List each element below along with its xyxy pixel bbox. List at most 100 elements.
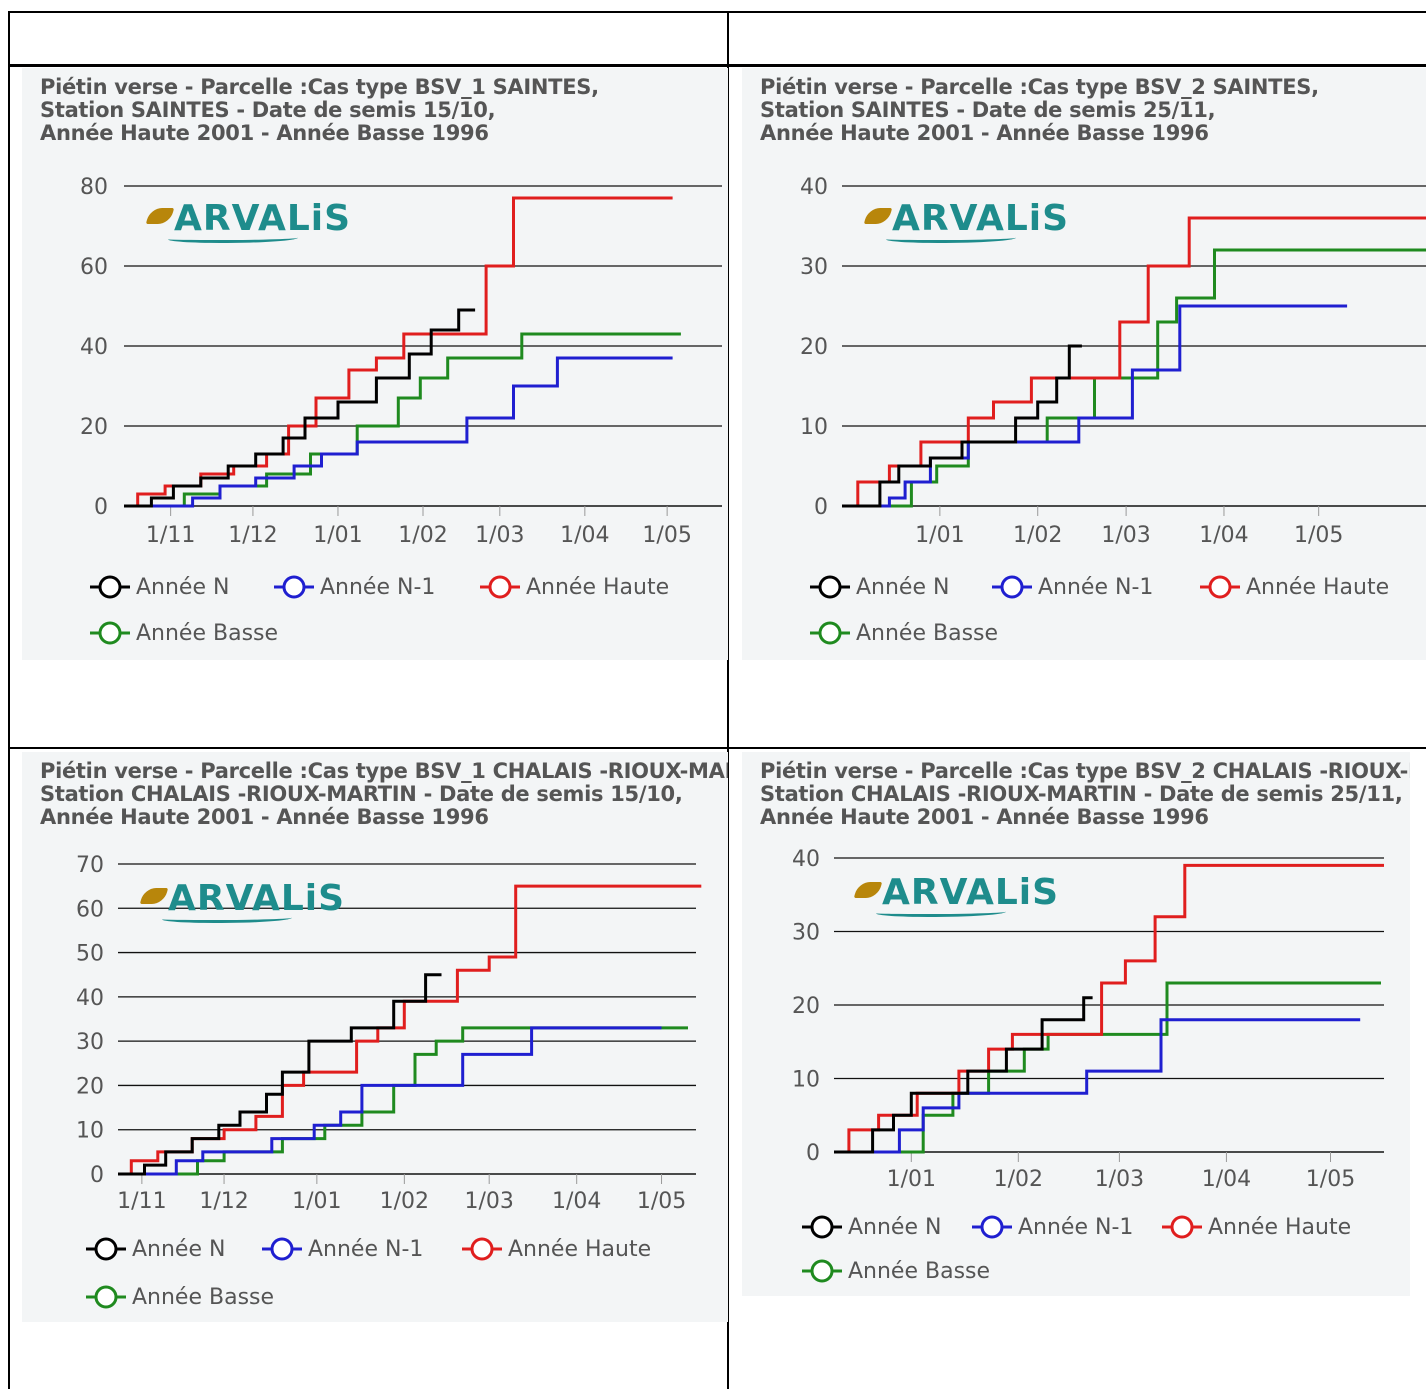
table-border-left bbox=[8, 11, 10, 1389]
series-line-annee-n bbox=[834, 996, 1093, 1154]
legend-marker-icon bbox=[86, 1285, 126, 1309]
x-tick-label: 1/03 bbox=[1101, 523, 1150, 548]
table-border-middle bbox=[727, 11, 729, 1389]
series-line-annee-basse bbox=[124, 332, 681, 508]
legend-marker-icon bbox=[480, 575, 520, 599]
y-tick-label: 20 bbox=[792, 994, 820, 1019]
series-line-annee-basse bbox=[842, 248, 1426, 508]
chart-title: Piétin verse - Parcelle :Cas type BSV_1 … bbox=[40, 760, 728, 829]
series-line-annee-n bbox=[842, 344, 1082, 508]
table-border-top bbox=[8, 11, 1426, 13]
line-chart: 0 10 20 30 40 1/01 1/02 1/03 1/04 1/05 bbox=[800, 175, 1426, 548]
y-tick-label: 40 bbox=[76, 986, 104, 1011]
legend-marker-icon bbox=[1200, 575, 1240, 599]
chart-title: Piétin verse - Parcelle :Cas type BSV_2 … bbox=[760, 760, 1410, 829]
chart-title-line: Piétin verse - Parcelle :Cas type BSV_2 … bbox=[760, 75, 1319, 99]
legend-marker-icon bbox=[972, 1215, 1012, 1239]
legend-label: Année Basse bbox=[848, 1258, 991, 1284]
legend-item[interactable]: Année N-1 bbox=[260, 1234, 423, 1264]
y-tick-label: 10 bbox=[76, 1119, 104, 1144]
x-tick-label: 1/04 bbox=[1202, 1167, 1251, 1192]
legend-marker-icon bbox=[262, 1237, 302, 1261]
legend-item[interactable]: Année Basse bbox=[84, 1282, 274, 1312]
legend-marker-icon bbox=[992, 575, 1032, 599]
arvalis-logo: ARVALiS bbox=[863, 198, 1069, 243]
y-tick-label: 0 bbox=[90, 1163, 104, 1188]
chart-panel-3: Piétin verse - Parcelle :Cas type BSV_1 … bbox=[22, 752, 728, 1322]
chart-title-line: Année Haute 2001 - Année Basse 1996 bbox=[40, 805, 489, 829]
x-tick-label: 1/03 bbox=[1095, 1167, 1144, 1192]
logo-swoosh bbox=[168, 234, 298, 243]
line-chart: 0 10 20 30 40 1/01 1/02 1/03 1/04 1/05 bbox=[792, 847, 1384, 1192]
y-tick-label: 40 bbox=[80, 335, 108, 360]
x-tick-label: 1/03 bbox=[475, 523, 524, 548]
x-tick-label: 1/05 bbox=[637, 1189, 686, 1214]
y-tick-label: 10 bbox=[792, 1068, 820, 1093]
legend-label: Année Basse bbox=[856, 620, 999, 646]
line-chart: 0 10 20 30 40 50 60 70 1/11 1/12 1/01 1/02 1/03 1/04 1… bbox=[76, 853, 702, 1214]
logo-swoosh bbox=[886, 234, 1016, 243]
chart-title-line: Année Haute 2001 - Année Basse 1996 bbox=[760, 805, 1209, 829]
x-tick-label: 1/04 bbox=[1199, 523, 1248, 548]
legend-item[interactable]: Année N bbox=[84, 1234, 225, 1264]
y-tick-label: 0 bbox=[94, 495, 108, 520]
x-tick-label: 1/04 bbox=[560, 523, 609, 548]
leaf-icon bbox=[139, 888, 169, 904]
series-line-annee-basse bbox=[118, 1026, 688, 1176]
x-tick-label: 1/05 bbox=[1294, 523, 1343, 548]
arvalis-logo: ARVALiS bbox=[145, 198, 351, 243]
legend-item[interactable]: Année Haute bbox=[460, 1234, 651, 1264]
line-chart: 0 20 40 60 80 1/11 1/12 1/01 1/02 1/03 1/04 1/05 bbox=[80, 175, 722, 548]
series-line-annee-n-1 bbox=[124, 356, 673, 508]
chart-title: Piétin verse - Parcelle :Cas type BSV_2 … bbox=[760, 76, 1319, 145]
y-tick-label: 30 bbox=[76, 1030, 104, 1055]
table-header-separator bbox=[8, 64, 1426, 67]
legend-item[interactable]: Année N-1 bbox=[970, 1212, 1133, 1242]
legend-label: Année N-1 bbox=[308, 1236, 424, 1262]
x-tick-label: 1/05 bbox=[1306, 1167, 1355, 1192]
y-tick-label: 50 bbox=[76, 942, 104, 967]
series-line-annee-n-1 bbox=[834, 1018, 1361, 1154]
chart-title-line: Année Haute 2001 - Année Basse 1996 bbox=[40, 121, 489, 145]
legend-marker-icon bbox=[90, 575, 130, 599]
chart-title-line: Station CHALAIS -RIOUX-MARTIN - Date de … bbox=[760, 782, 1403, 806]
legend-marker-icon bbox=[802, 1259, 842, 1283]
legend-marker-icon bbox=[1162, 1215, 1202, 1239]
legend-item[interactable]: Année N bbox=[800, 1212, 941, 1242]
y-tick-label: 40 bbox=[800, 175, 828, 200]
legend-item[interactable]: Année N bbox=[88, 572, 229, 602]
legend-label: Année Haute bbox=[508, 1236, 652, 1262]
legend-item[interactable]: Année Haute bbox=[478, 572, 669, 602]
legend-label: Année N bbox=[856, 574, 950, 600]
y-tick-label: 70 bbox=[76, 853, 104, 878]
chart-title-line: Piétin verse - Parcelle :Cas type BSV_1 … bbox=[40, 759, 728, 783]
series-line-annee-haute bbox=[842, 216, 1426, 508]
x-tick-label: 1/02 bbox=[994, 1167, 1043, 1192]
legend-label: Année N bbox=[136, 574, 230, 600]
leaf-icon bbox=[863, 208, 893, 224]
legend-item[interactable]: Année Basse bbox=[808, 618, 998, 648]
x-tick-label: 1/02 bbox=[398, 523, 447, 548]
y-tick-label: 40 bbox=[792, 847, 820, 872]
y-tick-label: 20 bbox=[800, 335, 828, 360]
series-line-annee-n bbox=[124, 308, 476, 508]
legend-item[interactable]: Année N-1 bbox=[990, 572, 1153, 602]
legend-item[interactable]: Année Basse bbox=[800, 1256, 990, 1286]
x-tick-label: 1/01 bbox=[292, 1189, 341, 1214]
chart-title-line: Piétin verse - Parcelle :Cas type BSV_2 … bbox=[760, 759, 1410, 783]
y-tick-label: 20 bbox=[76, 1074, 104, 1099]
x-tick-label: 1/11 bbox=[117, 1189, 166, 1214]
legend-item[interactable]: Année Haute bbox=[1160, 1212, 1351, 1242]
y-tick-label: 20 bbox=[80, 415, 108, 440]
series-line-annee-haute bbox=[834, 863, 1384, 1154]
series-line-annee-basse bbox=[834, 981, 1381, 1154]
legend-label: Année Haute bbox=[1208, 1214, 1352, 1240]
legend-item[interactable]: Année Haute bbox=[1198, 572, 1389, 602]
legend-item[interactable]: Année N bbox=[808, 572, 949, 602]
legend-marker-icon bbox=[274, 575, 314, 599]
legend-item[interactable]: Année Basse bbox=[88, 618, 278, 648]
chart-title-line: Station CHALAIS -RIOUX-MARTIN - Date de … bbox=[40, 782, 683, 806]
chart-title-line: Année Haute 2001 - Année Basse 1996 bbox=[760, 121, 1209, 145]
legend-item[interactable]: Année N-1 bbox=[272, 572, 435, 602]
arvalis-logo: ARVALiS bbox=[853, 872, 1059, 917]
